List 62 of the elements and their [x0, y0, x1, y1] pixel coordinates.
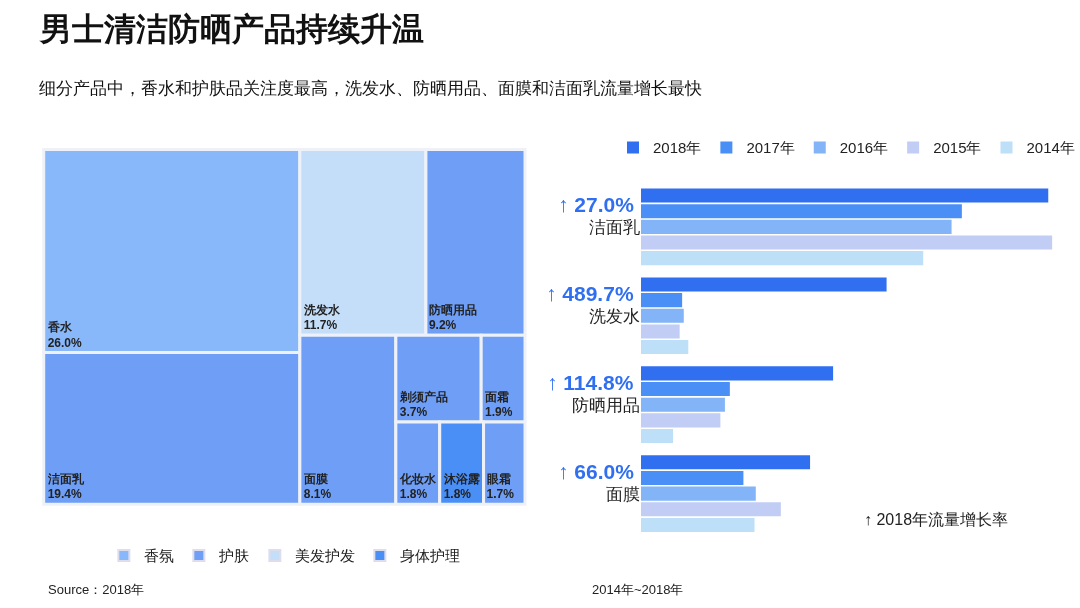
legend-label: 香氛 [143, 547, 174, 565]
data-label: 3.7% [399, 405, 428, 420]
legend-label: 身体护理 [399, 547, 460, 565]
y-tick-label: 洗发水 [588, 306, 640, 326]
bar [640, 413, 721, 428]
bar [640, 204, 962, 219]
bar [640, 366, 834, 381]
legend-label: 2015年 [933, 139, 982, 157]
bar [640, 188, 1049, 203]
category-label: 化妆水 [398, 471, 437, 486]
legend-label: 2017年 [746, 139, 795, 157]
category-label: 香水 [46, 320, 73, 335]
category-label: 剃须产品 [398, 389, 448, 404]
legend-label: 护肤 [217, 547, 249, 565]
bar [640, 382, 730, 397]
y-tick-label: 洁面乳 [588, 217, 640, 237]
bar [640, 340, 689, 355]
bar [640, 517, 755, 532]
text: 男士清洁防晒产品持续升温 [39, 11, 424, 47]
source-note: Source：2018年 [48, 582, 145, 597]
bar [640, 486, 756, 501]
category-label: 防晒用品 [428, 302, 477, 317]
text: ↑ 27.0% [558, 193, 635, 216]
data-label: 11.7% [303, 318, 338, 333]
bar [640, 428, 674, 444]
data-label: 1.8% [399, 487, 428, 502]
data-label: 1.9% [485, 405, 513, 420]
data-label: 19.4% [47, 487, 82, 502]
y-tick-label: 面膜 [605, 484, 640, 504]
text: ↑ 66.0% [558, 460, 635, 483]
bar [640, 308, 684, 323]
bar [640, 235, 1053, 250]
text: 2014年~2018年 [592, 582, 684, 597]
data-label: 9.2% [428, 318, 457, 333]
text: ↑ 489.7% [546, 282, 634, 305]
bar [640, 470, 744, 486]
bar [640, 502, 781, 517]
data-label: 26.0% [47, 335, 82, 350]
bar [640, 397, 725, 412]
category-label: 面霜 [484, 389, 510, 404]
bar [640, 324, 680, 339]
bar [640, 277, 887, 292]
legend-label: 2014年 [1026, 139, 1075, 157]
text: ↑ 114.8% [547, 371, 634, 394]
annotation: ↑ 2018年流量增长率 [864, 511, 1009, 528]
category-label: 面膜 [302, 471, 328, 486]
data-label: 1.7% [486, 487, 515, 502]
legend-label: 2016年 [839, 139, 889, 157]
category-label: 沐浴露 [442, 471, 480, 486]
category-label: 眼霜 [486, 471, 511, 486]
category-label: 洗发水 [302, 302, 341, 317]
bar [640, 251, 924, 266]
legend-label: 2018年 [653, 139, 702, 157]
data-label: 8.1% [303, 487, 332, 502]
bar [640, 293, 683, 308]
bar [640, 219, 952, 234]
category-label: 洁面乳 [46, 471, 85, 486]
y-tick-label: 防晒用品 [571, 395, 640, 415]
legend-label: 美发护发 [294, 547, 355, 565]
data-label: 1.8% [443, 487, 472, 502]
text: 细分产品中，香水和护肤品关注度最高，洗发水、防晒用品、面膜和洁面乳流量增长最快 [39, 79, 702, 98]
bar [640, 455, 811, 470]
